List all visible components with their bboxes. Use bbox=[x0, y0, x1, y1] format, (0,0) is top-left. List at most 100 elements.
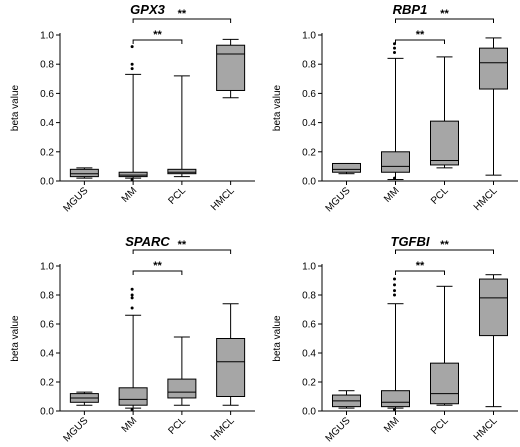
category-label: HMCL bbox=[209, 185, 237, 213]
y-tick-label: 0.8 bbox=[302, 60, 316, 71]
category-label: MGUS bbox=[62, 415, 91, 444]
box-iqr bbox=[167, 378, 197, 399]
significance-label: ** bbox=[440, 239, 449, 251]
y-tick-label: 0.0 bbox=[302, 407, 316, 418]
box-iqr bbox=[430, 362, 459, 405]
significance-bracket bbox=[395, 249, 494, 254]
category-label: MM bbox=[120, 185, 140, 205]
category-label: HMCL bbox=[209, 415, 237, 443]
category-label: MM bbox=[382, 185, 402, 205]
outlier-point bbox=[130, 408, 134, 412]
panel-gpx3: GPX3 beta value 0.0 0.2 0.4 0.6 0.8 1.0 MGUS MM PC… bbox=[10, 2, 255, 214]
outlier-point bbox=[393, 283, 396, 287]
significance-label: ** bbox=[440, 8, 449, 20]
y-tick-label: 0.8 bbox=[302, 291, 316, 302]
significance-label: ** bbox=[153, 260, 162, 272]
y-tick-label: 0.2 bbox=[302, 147, 316, 158]
outlier-point bbox=[393, 293, 396, 297]
category-label: PCL bbox=[166, 185, 188, 207]
y-axis-label: beta value bbox=[10, 315, 21, 362]
category-label: PCL bbox=[166, 415, 188, 437]
significance-bracket bbox=[132, 18, 232, 23]
y-tick-label: 0.8 bbox=[40, 291, 54, 302]
outlier-point bbox=[130, 178, 134, 182]
y-tick-label: 0.6 bbox=[302, 320, 316, 331]
box-iqr bbox=[118, 387, 148, 406]
outlier-point bbox=[130, 45, 134, 49]
outlier-point bbox=[130, 296, 134, 300]
significance-bracket bbox=[395, 39, 445, 44]
y-tick-label: 0.6 bbox=[40, 89, 54, 100]
box-iqr bbox=[381, 390, 410, 408]
y-tick-label: 0.0 bbox=[40, 407, 54, 418]
category-label: PCL bbox=[429, 415, 451, 437]
box-iqr bbox=[118, 171, 148, 178]
significance-bracket bbox=[132, 249, 232, 254]
chart-title: GPX3 bbox=[130, 2, 165, 17]
outlier-point bbox=[393, 51, 396, 55]
category-label: PCL bbox=[429, 185, 451, 207]
outlier-point bbox=[130, 62, 134, 66]
significance-label: ** bbox=[416, 29, 425, 41]
significance-bracket bbox=[132, 39, 183, 44]
significance-label: ** bbox=[178, 8, 187, 20]
significance-bracket bbox=[132, 270, 183, 275]
outlier-point bbox=[393, 277, 396, 281]
panel-sparc: SPARC beta value 0.0 0.2 0.4 0.6 0.8 1.0 MGUS MM P… bbox=[10, 234, 255, 444]
panel-rbp1: RBP1 beta value 0.0 0.2 0.4 0.6 0.8 1.0 MGUS MM PC… bbox=[272, 2, 518, 214]
y-tick-label: 1.0 bbox=[40, 31, 54, 42]
category-label: MM bbox=[120, 415, 140, 435]
y-tick-label: 0.4 bbox=[40, 118, 54, 129]
category-label: MM bbox=[382, 415, 402, 435]
y-tick-label: 0.6 bbox=[40, 320, 54, 331]
outlier-point bbox=[130, 287, 134, 291]
box-iqr bbox=[216, 44, 246, 91]
y-tick-label: 1.0 bbox=[302, 31, 316, 42]
box-iqr bbox=[69, 168, 99, 178]
y-tick-label: 0.2 bbox=[302, 378, 316, 389]
y-tick-label: 0.4 bbox=[302, 118, 316, 129]
y-tick-label: 0.0 bbox=[302, 177, 316, 188]
significance-label: ** bbox=[178, 239, 187, 251]
y-tick-label: 0.4 bbox=[40, 349, 54, 360]
y-tick-label: 0.8 bbox=[40, 60, 54, 71]
category-label: MGUS bbox=[324, 185, 353, 214]
y-tick-label: 0.0 bbox=[40, 177, 54, 188]
outlier-point bbox=[393, 46, 396, 50]
box-iqr bbox=[167, 168, 197, 175]
y-axis-label: beta value bbox=[272, 315, 283, 362]
category-label: HMCL bbox=[472, 415, 500, 443]
outlier-point bbox=[393, 408, 396, 412]
y-tick-label: 0.4 bbox=[302, 349, 316, 360]
category-label: HMCL bbox=[472, 185, 500, 213]
outlier-point bbox=[130, 67, 134, 71]
box-iqr bbox=[216, 338, 246, 397]
box-iqr bbox=[479, 278, 508, 337]
significance-bracket bbox=[395, 18, 494, 23]
outlier-point bbox=[130, 306, 134, 310]
box-iqr bbox=[332, 162, 361, 173]
y-tick-label: 1.0 bbox=[40, 262, 54, 273]
significance-label: ** bbox=[153, 29, 162, 41]
y-tick-label: 1.0 bbox=[302, 262, 316, 273]
chart-title: RBP1 bbox=[393, 2, 428, 17]
outlier-point bbox=[393, 176, 396, 180]
box-iqr bbox=[430, 120, 459, 166]
outlier-point bbox=[130, 293, 134, 297]
y-tick-label: 0.2 bbox=[40, 147, 54, 158]
panel-tgfbi: TGFBI beta value 0.0 0.2 0.4 0.6 0.8 1.0 MGUS MM P… bbox=[272, 234, 518, 444]
y-tick-label: 0.2 bbox=[40, 378, 54, 389]
box-iqr bbox=[381, 151, 410, 173]
outlier-point bbox=[393, 289, 396, 293]
chart-title: SPARC bbox=[125, 234, 170, 249]
y-axis-label: beta value bbox=[10, 84, 21, 131]
y-tick-label: 0.6 bbox=[302, 89, 316, 100]
category-label: MGUS bbox=[324, 415, 353, 444]
category-label: MGUS bbox=[62, 185, 91, 214]
y-axis-label: beta value bbox=[272, 84, 283, 131]
chart-title: TGFBI bbox=[391, 234, 430, 249]
significance-label: ** bbox=[416, 260, 425, 272]
significance-bracket bbox=[395, 270, 445, 275]
box-iqr bbox=[479, 47, 508, 90]
